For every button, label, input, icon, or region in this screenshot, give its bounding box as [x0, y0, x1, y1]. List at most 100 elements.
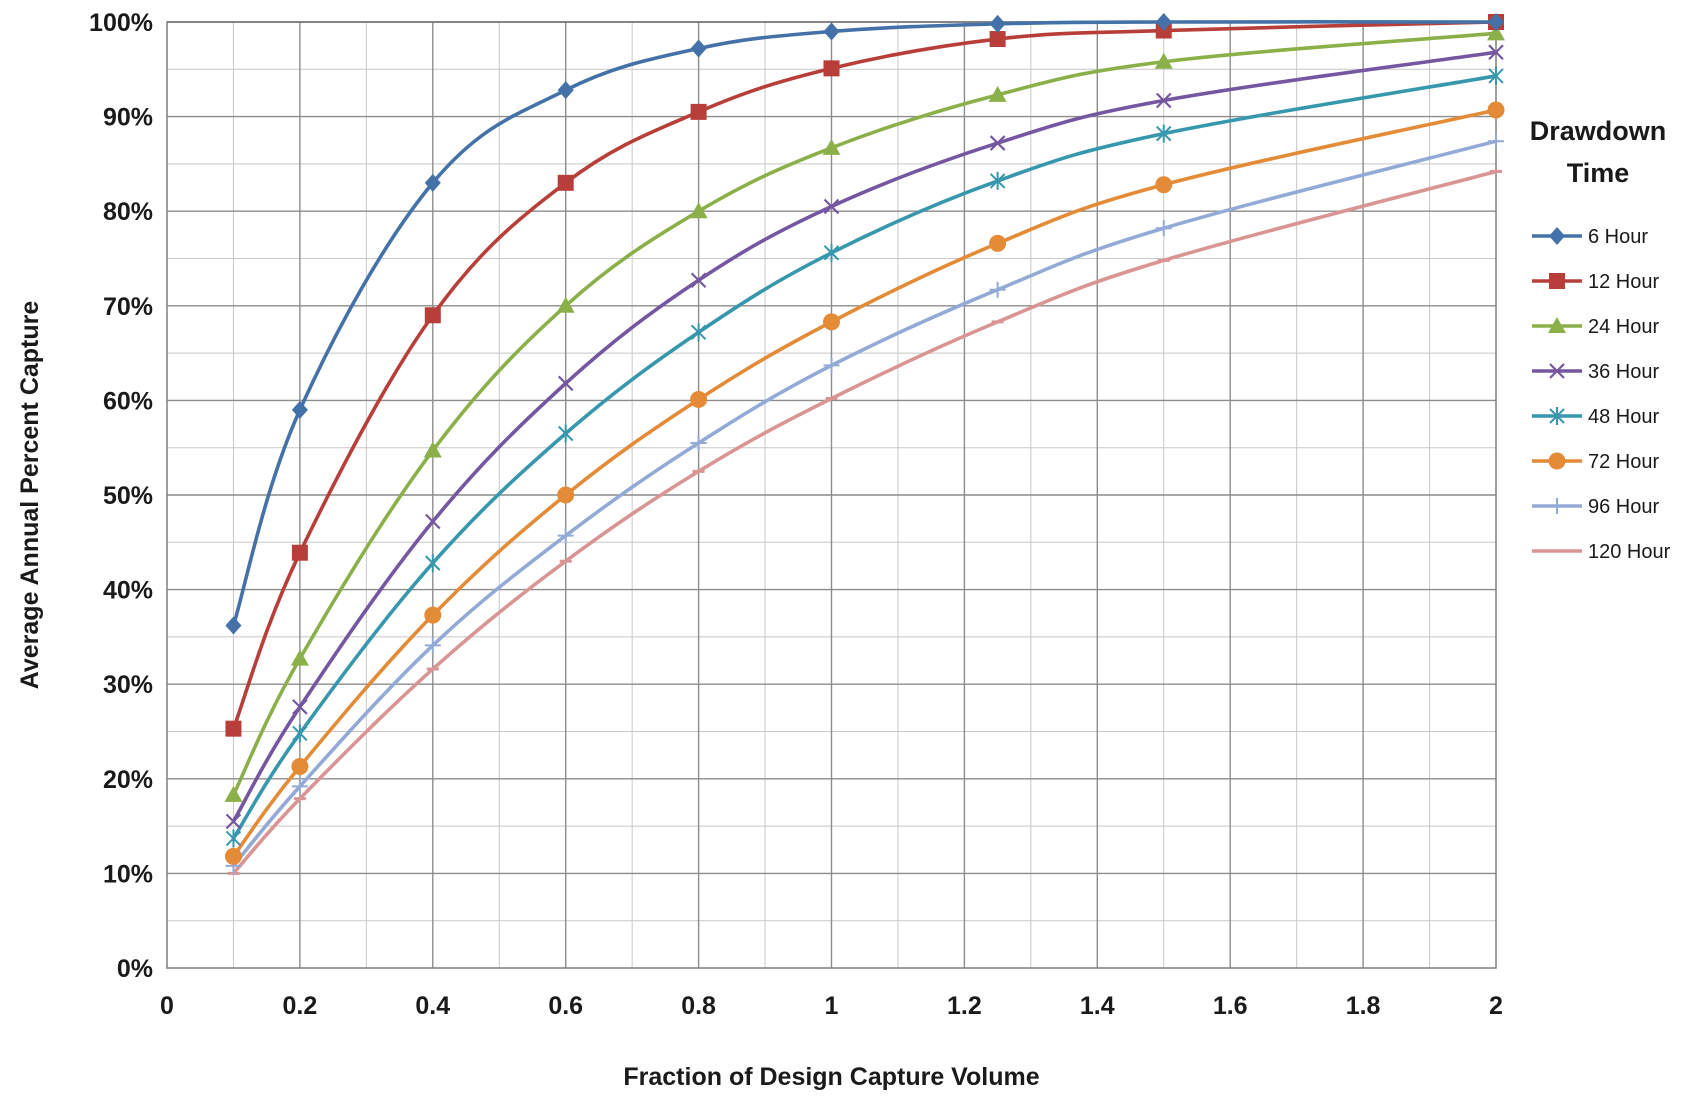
y-tick-label: 0%: [117, 955, 153, 983]
legend-label: 12 Hour: [1588, 271, 1659, 293]
legend-label: 24 Hour: [1588, 316, 1659, 338]
y-tick-label: 70%: [103, 293, 153, 321]
y-tick-label: 30%: [103, 671, 153, 699]
legend-marker: [1549, 407, 1565, 425]
y-axis-tick-labels: 0% 10% 20% 30% 40% 50% 60% 70% 80% 90% 100%: [89, 9, 153, 983]
data-point-48-hour: [1488, 66, 1504, 85]
data-point-96-hour: [424, 637, 441, 654]
data-point-24-hour: [689, 202, 708, 219]
x-tick-label: 1.8: [1346, 992, 1381, 1020]
series-line-12-hour: [231, 20, 1498, 731]
data-point-36-hour: [557, 375, 574, 392]
legend-label: 36 Hour: [1588, 361, 1659, 383]
series-72-hour: [224, 101, 1505, 865]
data-point-96-hour: [690, 434, 707, 451]
legend-label: 6 Hour: [1588, 226, 1648, 248]
data-point-96-hour: [823, 357, 840, 374]
series-96-hour: [225, 133, 1504, 874]
x-tick-label: 0.4: [415, 992, 450, 1020]
data-point-96-hour: [989, 281, 1006, 298]
x-tick-label: 0: [160, 992, 174, 1020]
data-point-96-hour: [557, 527, 574, 544]
legend-label: 96 Hour: [1588, 496, 1659, 518]
data-point-72-hour: [291, 758, 309, 776]
legend-item-6-hour: 6 Hour: [1532, 226, 1648, 248]
data-point-6-hour: [424, 173, 441, 192]
data-point-24-hour: [423, 441, 442, 458]
y-tick-label: 60%: [103, 387, 153, 415]
series-layer: [224, 13, 1505, 876]
legend-marker: [1549, 498, 1565, 514]
y-axis-title: Average Annual Percent Capture: [16, 301, 44, 690]
data-point-72-hour: [989, 234, 1007, 252]
data-point-24-hour: [224, 785, 243, 802]
data-point-72-hour: [224, 847, 242, 865]
x-axis-title: Fraction of Design Capture Volume: [623, 1063, 1039, 1091]
x-axis-tick-labels: 0 0.2 0.4 0.6 0.8 1 1.2 1.4 1.6 1.8 2: [160, 992, 1503, 1020]
data-point-36-hour: [690, 272, 707, 289]
series-24-hour: [224, 24, 1505, 802]
legend-label: 48 Hour: [1588, 406, 1659, 428]
legend-title-line-1: Drawdown: [1530, 116, 1667, 146]
legend-label: 72 Hour: [1588, 451, 1659, 473]
legend-item-24-hour: 24 Hour: [1532, 316, 1659, 338]
data-point-6-hour: [989, 14, 1006, 33]
legend-item-72-hour: 72 Hour: [1532, 451, 1659, 473]
data-point-48-hour: [225, 829, 242, 848]
legend-marker: [1549, 227, 1565, 245]
data-point-24-hour: [1154, 52, 1173, 69]
data-point-6-hour: [291, 400, 308, 419]
data-point-24-hour: [556, 296, 575, 313]
x-tick-label: 1.2: [947, 992, 982, 1020]
data-point-36-hour: [292, 699, 308, 715]
series-12-hour: [225, 14, 1504, 737]
data-point-96-hour: [1155, 220, 1172, 237]
data-point-36-hour: [989, 135, 1006, 151]
data-point-24-hour: [1487, 24, 1505, 41]
series-line-24-hour: [231, 31, 1498, 797]
data-point-72-hour: [1487, 101, 1505, 119]
legend-marker: [1548, 452, 1566, 470]
x-tick-label: 2: [1489, 992, 1503, 1020]
y-tick-label: 10%: [103, 860, 153, 888]
x-tick-label: 1: [825, 992, 839, 1020]
data-point-96-hour: [1488, 133, 1504, 150]
x-tick-label: 0.8: [681, 992, 716, 1020]
data-point-48-hour: [989, 171, 1006, 190]
legend-label: 120 Hour: [1588, 541, 1671, 563]
legend-item-36-hour: 36 Hour: [1532, 361, 1659, 383]
x-tick-label: 1.6: [1213, 992, 1248, 1020]
legend-marker: [1548, 317, 1566, 333]
data-point-48-hour: [557, 424, 574, 443]
data-point-6-hour: [690, 39, 707, 58]
x-tick-label: 0.2: [283, 992, 318, 1020]
legend-item-120-hour: 120 Hour: [1532, 541, 1671, 563]
data-point-12-hour: [424, 307, 441, 324]
legend-items: 6 Hour 12 Hour 24 Hour 36 Hour 48 Hour 72 Hou…: [1532, 226, 1671, 563]
data-point-6-hour: [1488, 13, 1504, 31]
series-line-120-hour: [231, 169, 1498, 876]
series-6-hour: [225, 13, 1504, 635]
y-tick-label: 90%: [103, 104, 153, 132]
plot-area-border: [166, 21, 1497, 969]
legend-marker: [1549, 273, 1565, 289]
x-tick-label: 1.4: [1080, 992, 1115, 1020]
x-tick-label: 0.6: [548, 992, 583, 1020]
data-point-12-hour: [291, 544, 308, 561]
legend-item-48-hour: 48 Hour: [1532, 406, 1659, 428]
data-point-12-hour: [225, 720, 242, 737]
y-tick-label: 20%: [103, 766, 153, 794]
series-120-hour: [227, 169, 1502, 876]
data-point-48-hour: [690, 323, 707, 342]
data-point-12-hour: [557, 174, 574, 191]
y-tick-label: 40%: [103, 577, 153, 605]
y-tick-label: 50%: [103, 482, 153, 510]
y-tick-label: 100%: [89, 9, 153, 37]
legend-title-line-2: Time: [1567, 158, 1630, 188]
data-point-72-hour: [690, 390, 708, 408]
data-point-12-hour: [690, 103, 707, 120]
data-point-36-hour: [823, 198, 840, 215]
data-point-72-hour: [557, 486, 575, 504]
